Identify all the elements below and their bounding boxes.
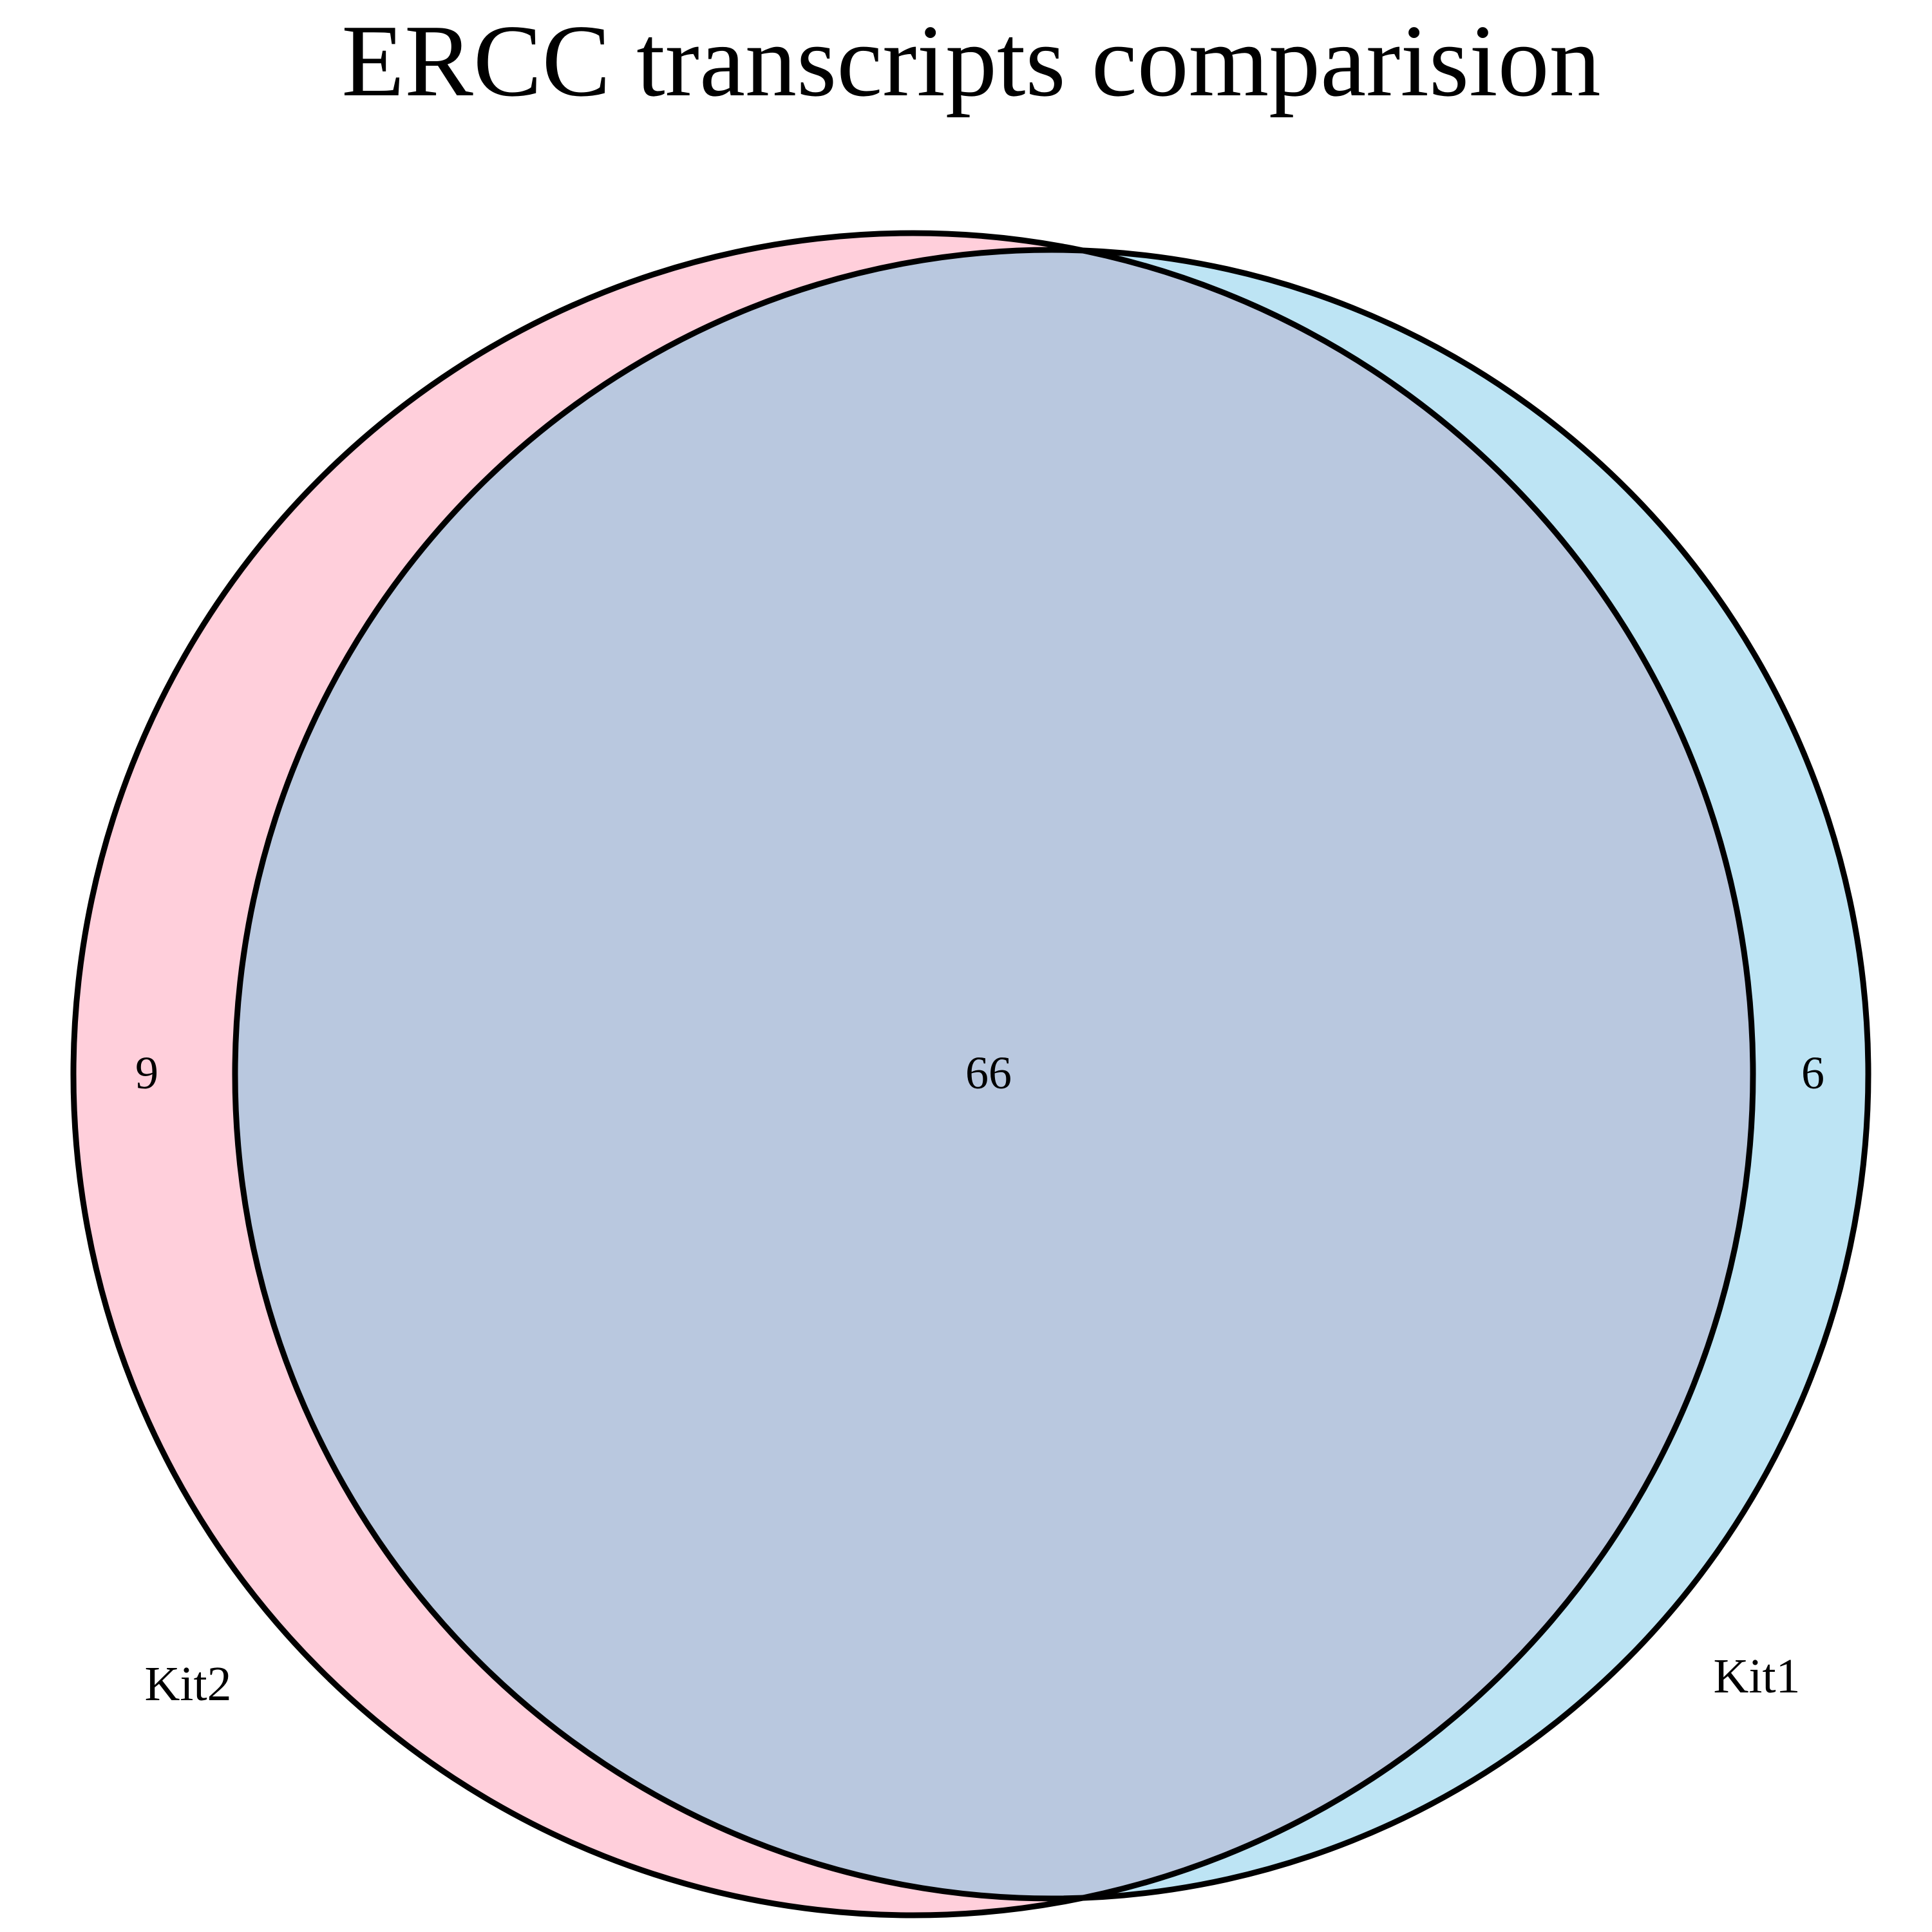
kit2-circle-outline: [70, 230, 1756, 1918]
kit2-only-count: 9: [135, 1047, 158, 1099]
kit1-only-count: 6: [1801, 1047, 1824, 1099]
kit1-circle-outline: [232, 247, 1871, 1902]
kit1-set-label: Kit1: [1713, 1649, 1800, 1703]
intersection-count: 66: [965, 1047, 1012, 1099]
intersection-fill: [235, 250, 1753, 1899]
diagram-title: ERCC transcripts comparision: [341, 3, 1600, 118]
kit2-set-label: Kit2: [144, 1657, 231, 1711]
